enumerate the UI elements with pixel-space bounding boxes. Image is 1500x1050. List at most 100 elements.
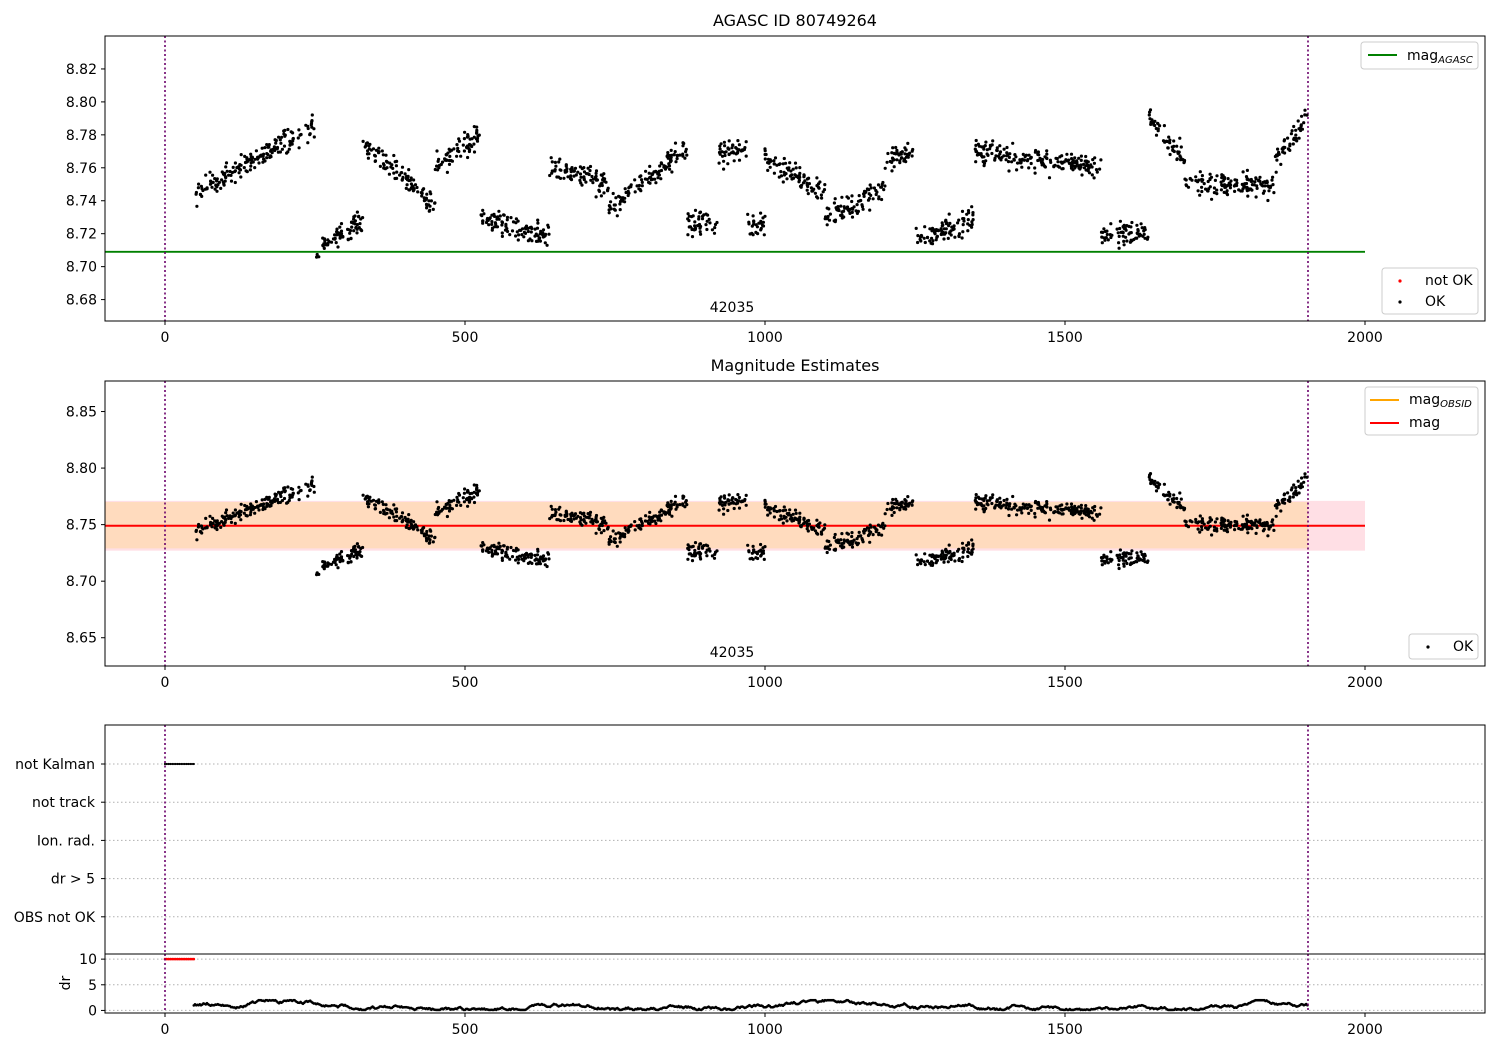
ok-point bbox=[1020, 165, 1024, 169]
ok-point bbox=[1282, 139, 1286, 143]
ok-point bbox=[233, 180, 237, 185]
ok-point bbox=[1121, 234, 1125, 238]
ok-point bbox=[326, 238, 330, 242]
ok-point bbox=[1148, 478, 1152, 482]
ok-point bbox=[732, 159, 736, 163]
ok-point bbox=[254, 500, 258, 504]
ok-point bbox=[888, 159, 892, 164]
ok-point bbox=[373, 154, 377, 158]
ok-point bbox=[509, 216, 513, 220]
ok-point bbox=[962, 219, 966, 223]
ok-point bbox=[381, 508, 386, 513]
ok-point bbox=[1103, 238, 1107, 242]
ok-point bbox=[705, 554, 709, 558]
ok-point bbox=[1296, 119, 1300, 123]
ok-point bbox=[779, 514, 783, 518]
ok-point bbox=[922, 560, 926, 564]
ok-point bbox=[1276, 147, 1280, 151]
ok-point bbox=[751, 544, 755, 549]
ok-point bbox=[648, 164, 652, 168]
ok-point bbox=[462, 149, 466, 153]
ok-point bbox=[1156, 485, 1160, 489]
ok-point bbox=[1006, 160, 1011, 164]
ok-point bbox=[404, 525, 408, 530]
ok-point bbox=[353, 544, 357, 549]
ok-point bbox=[1208, 516, 1212, 520]
ok-point bbox=[219, 525, 223, 530]
ok-point bbox=[916, 558, 920, 562]
ok-point bbox=[339, 558, 343, 562]
ok-point bbox=[1200, 517, 1204, 521]
ok-point bbox=[705, 227, 709, 232]
ok-point bbox=[601, 520, 605, 524]
ok-point bbox=[1033, 501, 1037, 505]
flag-category-label: not Kalman bbox=[15, 757, 95, 773]
ok-point bbox=[748, 557, 752, 561]
ok-point bbox=[775, 509, 779, 514]
ok-point bbox=[435, 149, 439, 153]
ok-point bbox=[633, 178, 637, 182]
ok-point bbox=[407, 188, 411, 192]
ok-point bbox=[994, 503, 998, 507]
ok-point bbox=[398, 173, 402, 177]
ok-point bbox=[1175, 144, 1179, 148]
ok-point bbox=[731, 143, 735, 147]
ok-point bbox=[629, 523, 633, 527]
flags-panel-marks bbox=[163, 725, 1309, 954]
ok-point bbox=[1208, 172, 1212, 176]
ok-point bbox=[1125, 551, 1129, 555]
ok-point bbox=[982, 497, 986, 501]
ok-point bbox=[1152, 480, 1156, 484]
ok-point bbox=[427, 203, 431, 207]
ok-point bbox=[1282, 145, 1286, 149]
ok-point bbox=[747, 550, 751, 554]
ok-point bbox=[906, 154, 910, 158]
ok-point bbox=[210, 185, 214, 189]
ok-point bbox=[355, 227, 359, 231]
ok-point bbox=[984, 159, 988, 163]
ok-point bbox=[407, 168, 411, 172]
ok-point bbox=[886, 151, 890, 156]
ok-point bbox=[1033, 171, 1037, 175]
ok-point bbox=[946, 236, 950, 240]
ok-point bbox=[1084, 504, 1088, 508]
ok-point bbox=[852, 205, 856, 209]
ok-point bbox=[378, 510, 382, 514]
magnitude-panel: Magnitude Estimates 0 500 1000 1500 20008.65… bbox=[66, 356, 1486, 691]
ok-point bbox=[355, 556, 359, 560]
ok-point bbox=[254, 149, 258, 153]
ok-point bbox=[763, 157, 767, 161]
ok-point bbox=[505, 215, 510, 219]
ok-point bbox=[298, 133, 302, 137]
ok-point bbox=[388, 161, 392, 165]
ok-point bbox=[529, 552, 533, 556]
ok-point bbox=[891, 506, 895, 510]
ok-point bbox=[930, 242, 935, 246]
ok-point bbox=[420, 194, 424, 198]
ok-point bbox=[408, 178, 412, 182]
ok-point bbox=[789, 174, 793, 178]
ok-point bbox=[701, 214, 705, 218]
ok-point bbox=[472, 500, 477, 505]
ok-point bbox=[1200, 185, 1204, 189]
ok-point bbox=[693, 554, 697, 558]
ok-point bbox=[196, 186, 200, 190]
ok-point bbox=[647, 171, 651, 175]
ok-point bbox=[598, 184, 602, 188]
ok-point bbox=[690, 559, 695, 563]
ok-point bbox=[1165, 139, 1169, 144]
ok-point bbox=[697, 215, 701, 219]
ok-point bbox=[272, 145, 276, 149]
ok-point bbox=[957, 232, 962, 236]
ok-point bbox=[1222, 177, 1226, 181]
ok-point bbox=[306, 141, 310, 145]
ok-point bbox=[717, 508, 721, 512]
ok-point bbox=[1168, 138, 1172, 142]
ok-point bbox=[940, 221, 944, 225]
ok-point bbox=[612, 537, 616, 541]
ok-point bbox=[999, 506, 1003, 510]
ok-point bbox=[855, 537, 859, 541]
ok-point bbox=[555, 518, 559, 522]
flag-point bbox=[180, 762, 183, 766]
ok-point bbox=[578, 511, 583, 515]
